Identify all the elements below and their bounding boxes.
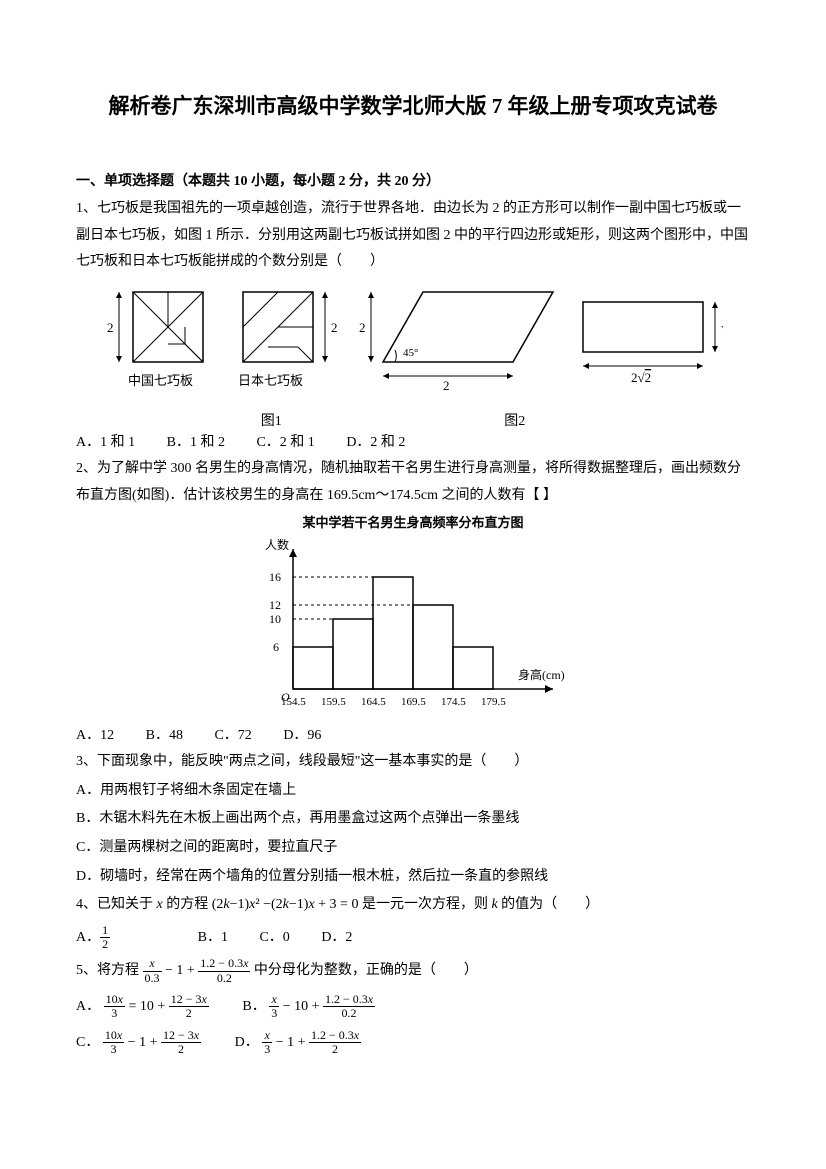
tangram-figure: 2 中国七巧板 2 日本七巧板 45 xyxy=(103,284,723,404)
q1-optD: D．2 和 2 xyxy=(346,430,405,457)
svg-text:中国七巧板: 中国七巧板 xyxy=(128,373,193,388)
svg-text:12: 12 xyxy=(269,598,281,612)
q1-optB: B．1 和 2 xyxy=(167,430,225,457)
q3-text: 3、下面现象中，能反映"两点之间，线段最短"这一基本事实的是（ ） xyxy=(76,749,750,776)
q2-optB: B．48 xyxy=(146,723,183,750)
svg-text:√2: √2 xyxy=(721,320,723,335)
svg-text:2: 2 xyxy=(359,320,366,335)
q2-options: A．12 B．48 C．72 D．96 xyxy=(76,723,750,750)
section-1-head: 一、单项选择题（本题共 10 小题，每小题 2 分，共 20 分） xyxy=(76,170,750,190)
svg-text:2: 2 xyxy=(331,320,338,335)
svg-text:154.5: 154.5 xyxy=(281,696,306,708)
q2-optD: D．96 xyxy=(283,723,321,750)
svg-text:2√2: 2√2 xyxy=(631,370,651,385)
q2-optC: C．72 xyxy=(214,723,251,750)
q2-optA: A．12 xyxy=(76,723,114,750)
q5-optCD: C． 10x3 − 1 + 12 − 3x2 D． x3 − 1 + 1.2 −… xyxy=(76,1026,750,1060)
svg-text:6: 6 xyxy=(273,640,279,654)
q2-text: 2、为了解中学 300 名男生的身高情况，随机抽取若干名男生进行身高测量，将所得… xyxy=(76,456,750,509)
q2-chart-title: 某中学若干名男生身高频率分布直方图 xyxy=(76,512,750,531)
q1-fig-labels: 图1 图2 xyxy=(76,410,750,430)
q1-optC: C．2 和 1 xyxy=(256,430,314,457)
svg-text:164.5: 164.5 xyxy=(361,696,386,708)
page-title: 解析卷广东深圳市高级中学数学北师大版 7 年级上册专项攻克试卷 xyxy=(76,90,750,120)
q4-optB: B．1 xyxy=(198,921,228,955)
q5-text: 5、将方程 x0.3 − 1 + 1.2 − 0.3x0.2 中分母化为整数，正… xyxy=(76,954,750,988)
svg-text:人数: 人数 xyxy=(265,539,289,552)
svg-text:10: 10 xyxy=(269,612,281,626)
q5-optAB: A． 10x3 = 10 + 12 − 3x2 B． x3 − 10 + 1.2… xyxy=(76,990,750,1024)
svg-text:身高(cm): 身高(cm) xyxy=(518,667,565,682)
svg-text:159.5: 159.5 xyxy=(321,696,346,708)
svg-text:2: 2 xyxy=(443,378,450,393)
q4-optD: D．2 xyxy=(321,921,352,955)
svg-text:179.5: 179.5 xyxy=(481,696,506,708)
q4-optC: C．0 xyxy=(259,921,289,955)
svg-text:16: 16 xyxy=(269,570,281,584)
q4-optA: A．12 xyxy=(76,921,166,955)
q1-figures: 2 中国七巧板 2 日本七巧板 45 xyxy=(76,284,750,404)
svg-text:日本七巧板: 日本七巧板 xyxy=(238,373,303,388)
q3-optC: C．测量两棵树之间的距离时，要拉直尺子 xyxy=(76,835,750,862)
svg-text:174.5: 174.5 xyxy=(441,696,466,708)
q4-options: A．12 B．1 C．0 D．2 xyxy=(76,921,750,955)
svg-text:2: 2 xyxy=(107,320,114,335)
svg-text:169.5: 169.5 xyxy=(401,696,426,708)
q1-text: 1、七巧板是我国祖先的一项卓越创造，流行于世界各地．由边长为 2 的正方形可以制… xyxy=(76,196,750,276)
q2-histogram: 人数 身高(cm) O 6 10 12 16 154.5 xyxy=(76,539,750,719)
q3-optD: D．砌墙时，经常在两个墙角的位置分别插一根木桩，然后拉一条直的参照线 xyxy=(76,864,750,891)
q3-optB: B．木锯木料先在木板上画出两个点，再用墨盒过这两个点弹出一条墨线 xyxy=(76,806,750,833)
q1-optA: A．1 和 1 xyxy=(76,430,135,457)
q1-options: A．1 和 1 B．1 和 2 C．2 和 1 D．2 和 2 xyxy=(76,430,750,457)
q3-optA: A．用两根钉子将细木条固定在墙上 xyxy=(76,778,750,805)
svg-text:45°: 45° xyxy=(403,347,418,359)
q4-text: 4、已知关于 x 的方程 (2k−1)x² −(2k−1)x + 3 = 0 是… xyxy=(76,892,750,919)
